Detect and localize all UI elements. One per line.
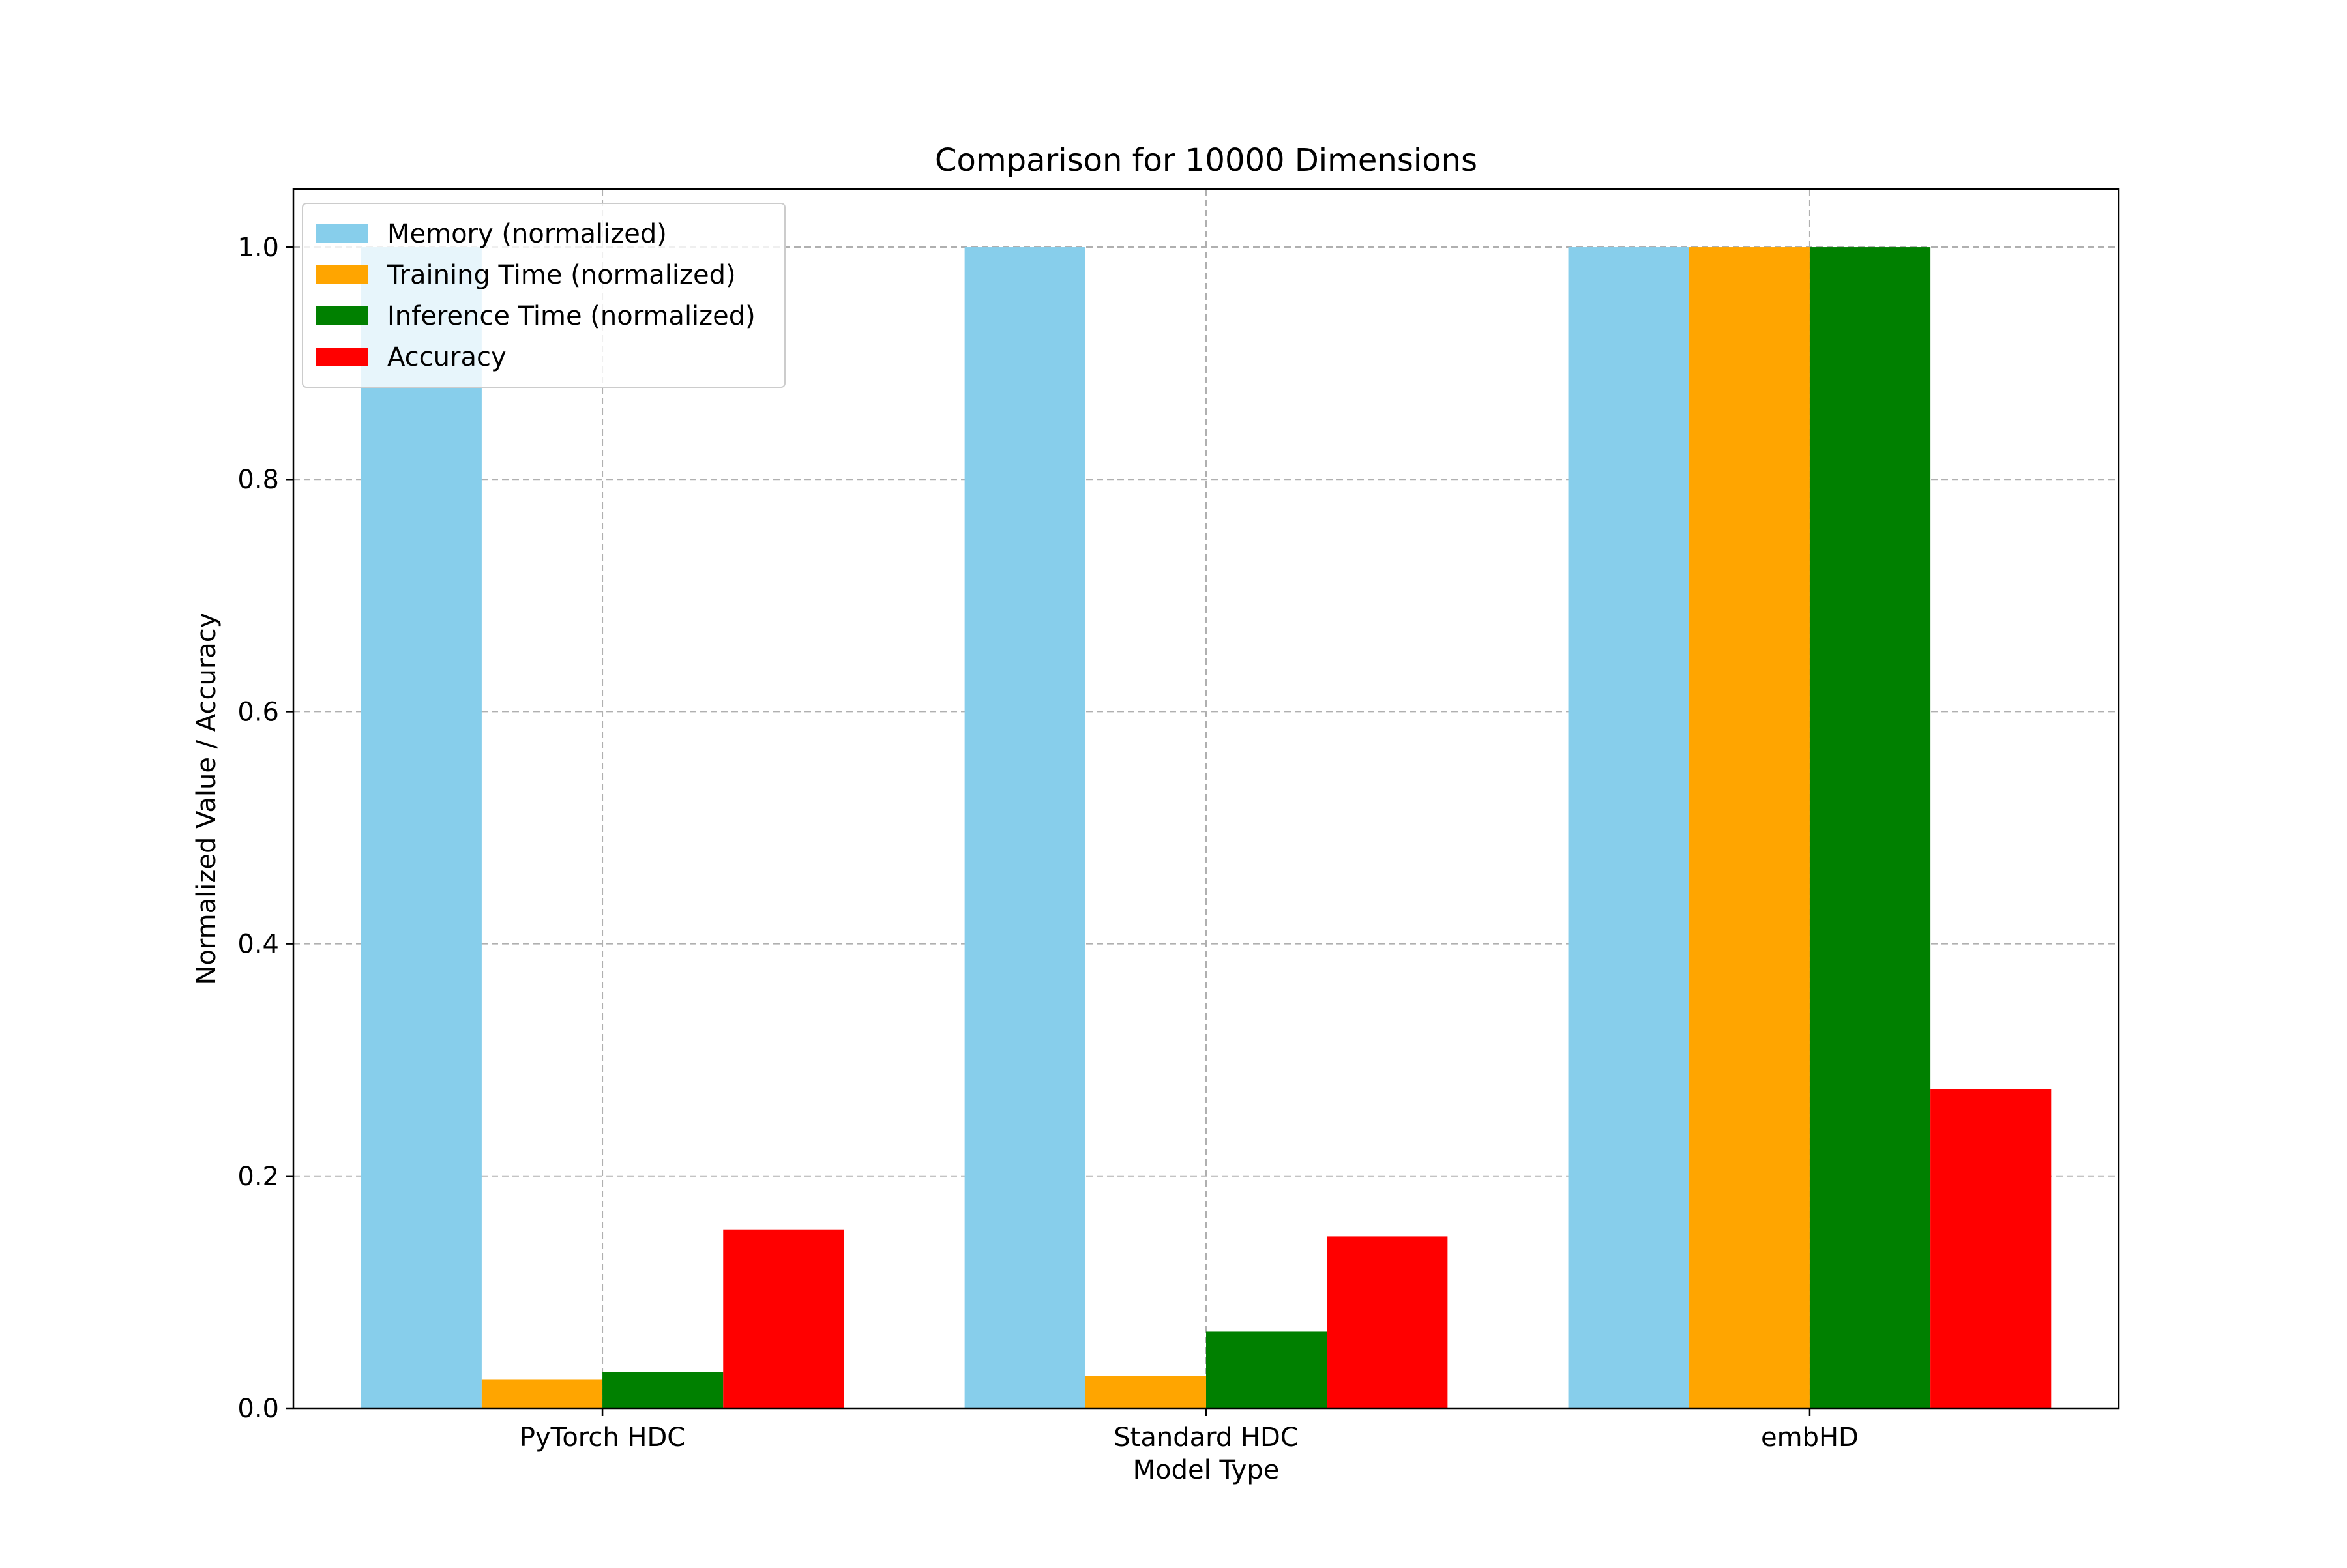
x-tick-label: embHD [1761, 1423, 1859, 1453]
bars [361, 247, 2052, 1408]
bar [1085, 1376, 1206, 1408]
bar [1930, 1089, 2052, 1408]
y-tick-label: 0.8 [237, 465, 279, 495]
y-tick-label: 0.4 [237, 930, 279, 960]
y-axis-label: Normalized Value / Accuracy [192, 613, 222, 985]
legend-label: Accuracy [387, 342, 507, 372]
bar [361, 247, 482, 1408]
bar [1327, 1236, 1448, 1408]
legend-swatch [316, 265, 368, 284]
bar [481, 1379, 603, 1408]
bar [723, 1229, 844, 1408]
y-tick-label: 0.6 [237, 697, 279, 727]
bar [964, 247, 1085, 1408]
x-axis-label: Model Type [1133, 1455, 1280, 1485]
y-tick-label: 0.0 [237, 1394, 279, 1424]
legend-swatch [316, 224, 368, 243]
x-tick-label: PyTorch HDC [520, 1423, 685, 1453]
bar [1809, 247, 1931, 1408]
bar [1206, 1331, 1327, 1408]
legend-box [302, 203, 786, 388]
legend-label: Inference Time (normalized) [387, 301, 756, 331]
bar [1689, 247, 1810, 1408]
ticks: 0.0 0.2 0.4 0.6 0.8 1.0 PyTorch HDC Standard HD… [237, 233, 1858, 1453]
bar [1568, 247, 1689, 1408]
bar [602, 1372, 724, 1408]
y-tick-label: 1.0 [237, 233, 279, 263]
x-tick-label: Standard HDC [1114, 1423, 1299, 1453]
legend: Memory (normalized) Training Time (normal… [302, 203, 786, 388]
y-tick-label: 0.2 [237, 1162, 279, 1192]
chart-title: Comparison for 10000 Dimensions [935, 142, 1477, 179]
legend-label: Memory (normalized) [387, 219, 667, 249]
legend-swatch [316, 306, 368, 325]
legend-label: Training Time (normalized) [387, 260, 736, 290]
legend-swatch [316, 348, 368, 366]
